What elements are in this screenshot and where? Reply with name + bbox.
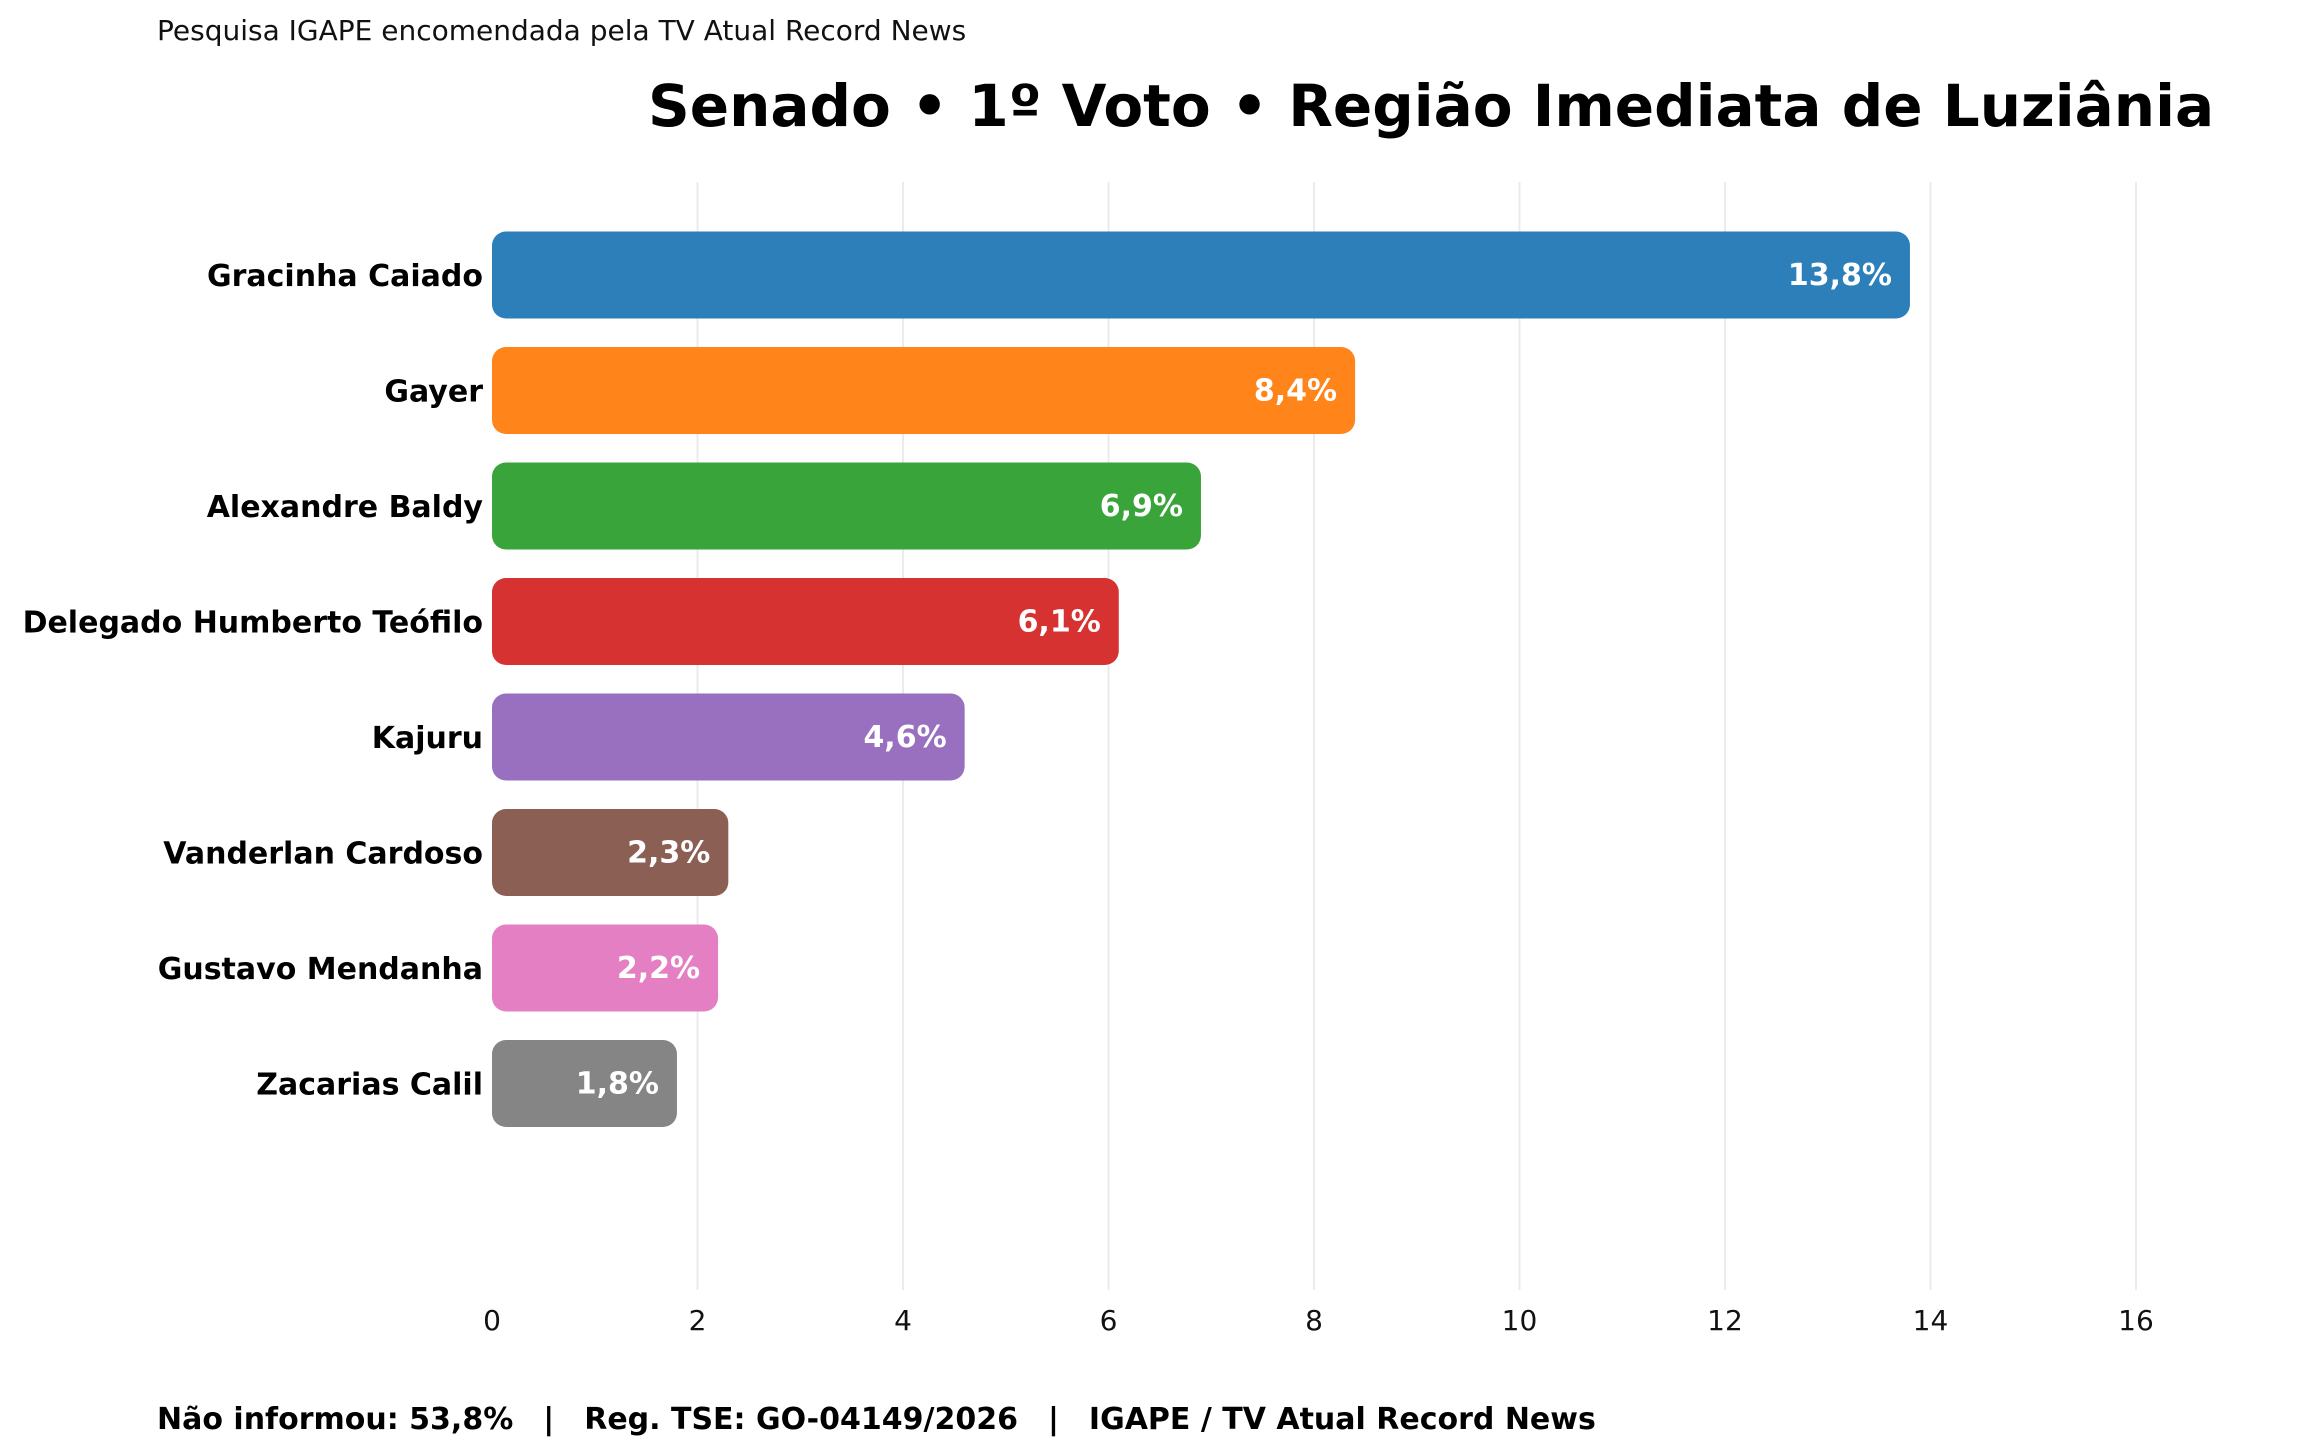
footer-separator: | — [543, 1402, 555, 1437]
footer-fonte: IGAPE / TV Atual Record News — [1088, 1402, 1596, 1437]
bar — [492, 1040, 677, 1127]
x-tick-label: 8 — [1305, 1304, 1323, 1337]
data-label: 8,4% — [1254, 374, 1337, 409]
bar-layer — [492, 231, 1910, 1127]
category-label: Delegado Humberto Teófilo — [23, 606, 483, 641]
category-label: Gustavo Mendanha — [158, 952, 483, 987]
footer-registro: Reg. TSE: GO-04149/2026 — [584, 1402, 1018, 1437]
data-label: 6,1% — [1018, 605, 1101, 640]
category-label: Alexandre Baldy — [207, 490, 484, 525]
data-label: 6,9% — [1100, 489, 1183, 524]
x-tick-label: 14 — [1913, 1304, 1949, 1337]
label-layer: Gracinha Caiado 13,8% Gayer 8,4% Alexandre B… — [23, 258, 1892, 1103]
category-label: Gracinha Caiado — [207, 259, 483, 294]
bar — [492, 231, 1910, 319]
bar — [492, 578, 1119, 665]
tick-layer: 0 2 4 6 8 10 12 14 16 — [483, 1304, 2154, 1337]
grid-layer — [696, 182, 2137, 1290]
bar — [492, 693, 965, 781]
footer-info: Não informou: 53,8% | Reg. TSE: GO-04149/2… — [157, 1402, 1596, 1437]
x-tick-label: 2 — [689, 1304, 707, 1337]
x-tick-label: 4 — [894, 1304, 912, 1337]
chart-subtitle: Pesquisa IGAPE encomendada pela TV Atual… — [157, 14, 967, 47]
category-label: Gayer — [384, 375, 483, 410]
x-tick-label: 10 — [1502, 1304, 1538, 1337]
data-label: 4,6% — [863, 720, 946, 755]
category-label: Kajuru — [372, 721, 483, 756]
x-tick-label: 16 — [2118, 1304, 2154, 1337]
bar — [492, 347, 1356, 434]
bar — [492, 462, 1201, 550]
bar — [492, 924, 719, 1012]
bar — [492, 809, 729, 896]
footer-nao-informou: Não informou: 53,8% — [157, 1402, 514, 1437]
data-label: 2,3% — [627, 836, 710, 871]
x-tick-label: 0 — [483, 1304, 501, 1337]
data-label: 1,8% — [576, 1067, 659, 1102]
footer-separator: | — [1047, 1402, 1059, 1437]
category-label: Zacarias Calil — [256, 1068, 483, 1103]
x-tick-label: 12 — [1707, 1304, 1743, 1337]
category-label: Vanderlan Cardoso — [163, 837, 483, 872]
x-tick-label: 6 — [1100, 1304, 1118, 1337]
data-label: 13,8% — [1788, 258, 1892, 293]
chart-title: Senado • 1º Voto • Região Imediata de Lu… — [648, 72, 2215, 140]
data-label: 2,2% — [617, 951, 700, 986]
